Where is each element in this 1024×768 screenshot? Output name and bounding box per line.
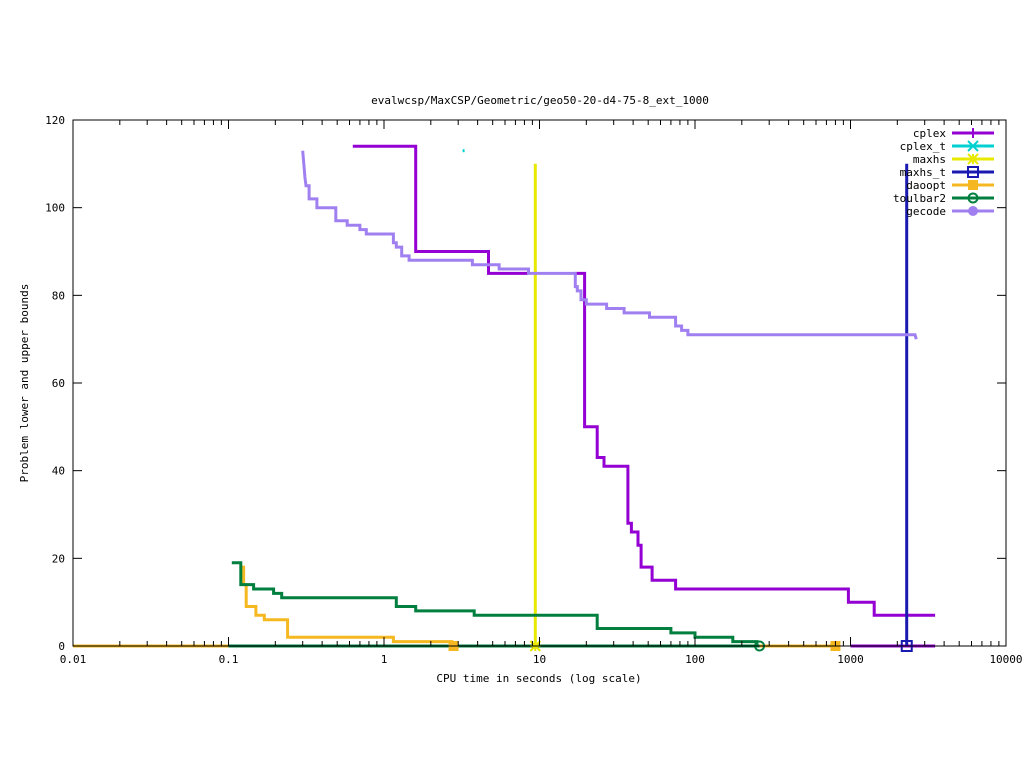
series-marker — [968, 206, 978, 216]
x-axis-label: CPU time in seconds (log scale) — [436, 672, 641, 685]
y-tick-label: 0 — [58, 640, 65, 653]
series-marker — [967, 140, 979, 152]
x-tick-label: 1 — [381, 653, 388, 666]
series-line-daoopt — [240, 565, 454, 644]
y-tick-label: 80 — [52, 289, 65, 302]
y-axis: 0 20 40 60 80 100 120 — [45, 114, 1006, 653]
x-tick-label: 0.1 — [219, 653, 239, 666]
legend-label: gecode — [906, 205, 946, 218]
y-tick-label: 20 — [52, 552, 65, 565]
legend-label: cplex_t — [900, 140, 946, 153]
legend-label: daoopt — [906, 179, 946, 192]
series-marker — [967, 192, 979, 204]
x-tick-label: 0.01 — [60, 653, 87, 666]
series-marker — [967, 166, 979, 178]
series-line-cplex — [352, 144, 529, 275]
series-line-gecode — [301, 150, 918, 340]
y-tick-label: 60 — [52, 377, 65, 390]
legend-label: maxhs_t — [900, 166, 946, 179]
plot-frame — [72, 119, 1007, 647]
x-tick-label: 10000 — [989, 653, 1022, 666]
plot-series — [73, 144, 936, 648]
chart-title: evalwcsp/MaxCSP/Geometric/geo50-20-d4-75… — [371, 94, 709, 107]
series-line-toulbar2 — [231, 561, 759, 646]
x-tick-label: 1000 — [837, 653, 864, 666]
series-marker — [968, 180, 978, 190]
series-line-cplex — [575, 271, 936, 617]
x-tick-label: 10 — [533, 653, 546, 666]
y-tick-label: 100 — [45, 202, 65, 215]
legend-label: toulbar2 — [893, 192, 946, 205]
y-axis-label: Problem lower and upper bounds — [18, 284, 31, 483]
y-tick-label: 120 — [45, 114, 65, 127]
x-axis: 0.01 0.1 1 10 100 1000 10000 — [60, 120, 1023, 666]
legend: cplexcplex_tmaxhsmaxhs_tdaoopttoulbar2ge… — [893, 127, 994, 218]
x-tick-label: 100 — [685, 653, 705, 666]
series-marker — [968, 128, 978, 138]
y-tick-label: 40 — [52, 465, 65, 478]
legend-label: maxhs — [913, 153, 946, 166]
legend-label: cplex — [913, 127, 946, 140]
series-marker — [967, 153, 979, 165]
